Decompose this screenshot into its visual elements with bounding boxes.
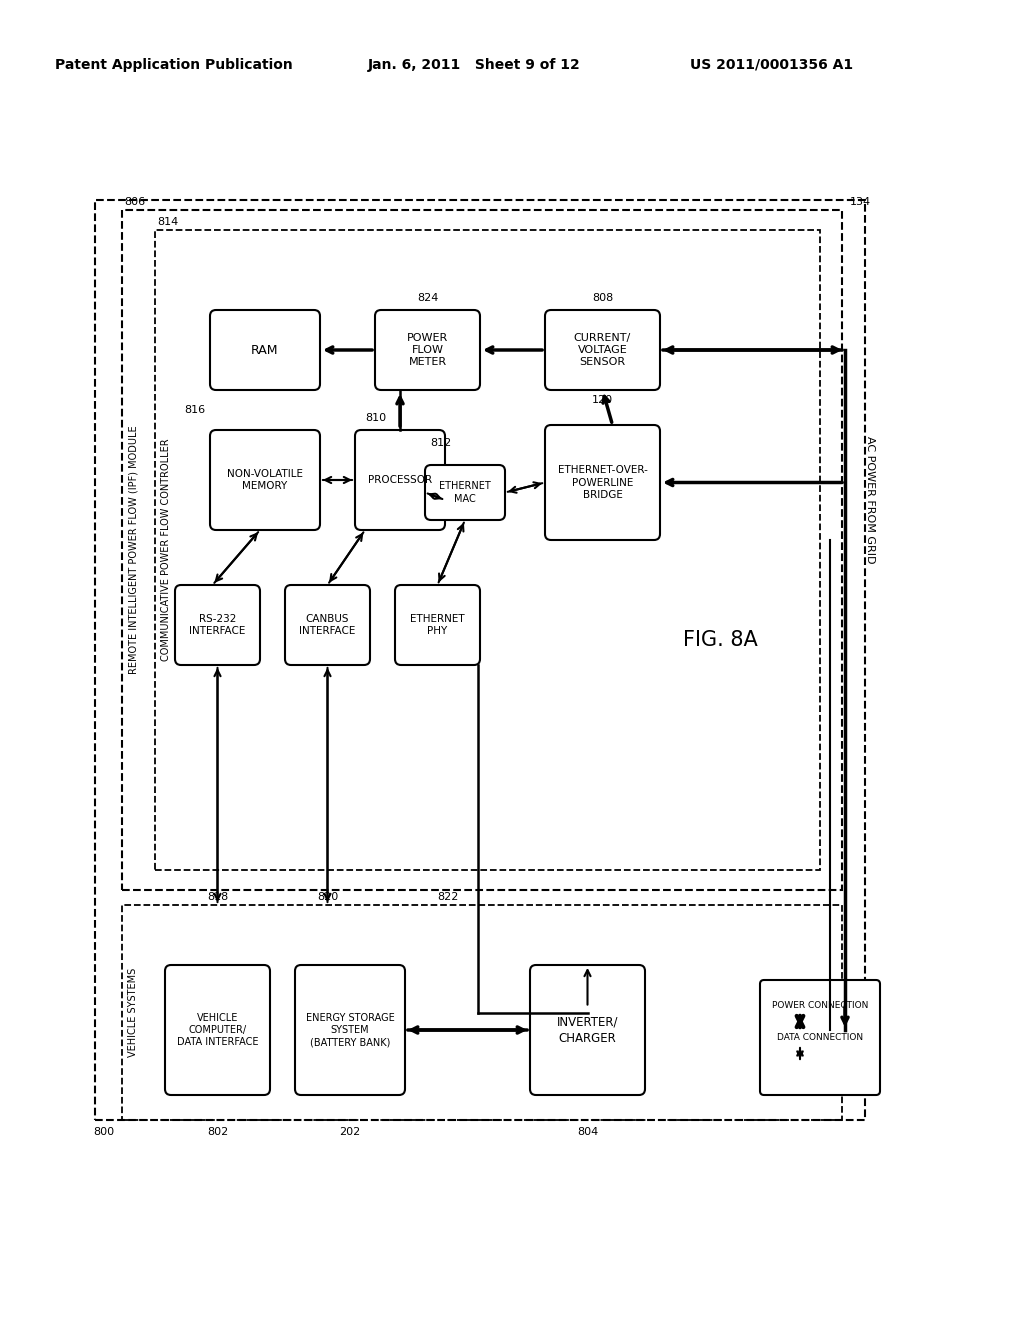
FancyBboxPatch shape [285,585,370,665]
Text: 806: 806 [124,197,145,207]
Text: US 2011/0001356 A1: US 2011/0001356 A1 [690,58,853,73]
Text: 816: 816 [184,405,205,414]
Text: 820: 820 [316,892,338,902]
Text: 810: 810 [365,413,386,422]
FancyBboxPatch shape [530,965,645,1096]
Text: 202: 202 [339,1127,360,1137]
Text: 134: 134 [850,197,871,207]
FancyBboxPatch shape [355,430,445,531]
FancyBboxPatch shape [295,965,406,1096]
Text: RAM: RAM [251,343,279,356]
Text: 120: 120 [592,395,613,405]
Text: FIG. 8A: FIG. 8A [683,630,758,649]
Text: RS-232
INTERFACE: RS-232 INTERFACE [189,614,246,636]
Text: 808: 808 [592,293,613,304]
Text: POWER
FLOW
METER: POWER FLOW METER [407,333,449,367]
Text: Jan. 6, 2011   Sheet 9 of 12: Jan. 6, 2011 Sheet 9 of 12 [368,58,581,73]
Text: POWER CONNECTION: POWER CONNECTION [772,1001,868,1010]
Bar [122,906,842,1119]
FancyBboxPatch shape [210,430,319,531]
Text: Patent Application Publication: Patent Application Publication [55,58,293,73]
Text: ETHERNET
MAC: ETHERNET MAC [439,482,490,504]
FancyBboxPatch shape [545,310,660,389]
Text: CURRENT/
VOLTAGE
SENSOR: CURRENT/ VOLTAGE SENSOR [573,333,631,367]
Text: VEHICLE
COMPUTER/
DATA INTERFACE: VEHICLE COMPUTER/ DATA INTERFACE [177,1012,258,1047]
Text: REMOTE INTELLIGENT POWER FLOW (IPF) MODULE: REMOTE INTELLIGENT POWER FLOW (IPF) MODU… [128,425,138,675]
Text: AC POWER FROM GRID: AC POWER FROM GRID [865,436,874,564]
Text: 818: 818 [207,892,228,902]
FancyBboxPatch shape [175,585,260,665]
Text: PROCESSOR: PROCESSOR [368,475,432,484]
Text: 812: 812 [430,438,452,447]
FancyBboxPatch shape [545,425,660,540]
Text: INVERTER/
CHARGER: INVERTER/ CHARGER [557,1015,618,1044]
Text: ETHERNET
PHY: ETHERNET PHY [411,614,465,636]
Text: VEHICLE SYSTEMS: VEHICLE SYSTEMS [128,968,138,1057]
FancyBboxPatch shape [165,965,270,1096]
Text: 800: 800 [93,1127,114,1137]
FancyBboxPatch shape [395,585,480,665]
Text: ETHERNET-OVER-
POWERLINE
BRIDGE: ETHERNET-OVER- POWERLINE BRIDGE [557,465,647,500]
Text: 814: 814 [157,216,178,227]
Text: NON-VOLATILE
MEMORY: NON-VOLATILE MEMORY [227,469,303,491]
Text: 802: 802 [207,1127,228,1137]
Text: COMMUNICATIVE POWER FLOW CONTROLLER: COMMUNICATIVE POWER FLOW CONTROLLER [161,438,171,661]
Text: 824: 824 [417,293,438,304]
Bar [122,210,842,890]
Text: 804: 804 [577,1127,598,1137]
FancyBboxPatch shape [210,310,319,389]
FancyBboxPatch shape [425,465,505,520]
Text: CANBUS
INTERFACE: CANBUS INTERFACE [299,614,355,636]
FancyBboxPatch shape [375,310,480,389]
Bar [155,230,820,870]
Text: DATA CONNECTION: DATA CONNECTION [777,1034,863,1043]
Bar [95,201,865,1119]
FancyBboxPatch shape [760,979,880,1096]
Text: 822: 822 [437,892,458,902]
Text: ENERGY STORAGE
SYSTEM
(BATTERY BANK): ENERGY STORAGE SYSTEM (BATTERY BANK) [305,1012,394,1047]
